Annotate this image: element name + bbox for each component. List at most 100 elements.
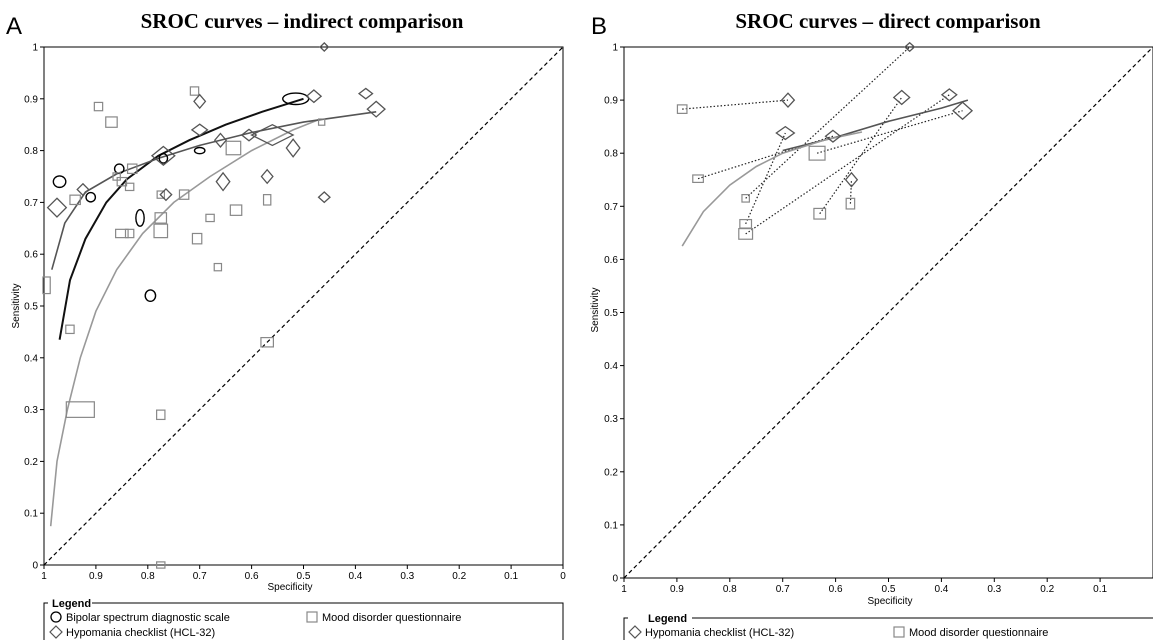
panel-b-legend-label-hcl32: Hypomania checklist (HCL-32) [645,627,794,639]
panel-a-legend-title: Legend [52,598,91,610]
panel-b-x-axis-label: Specificity [867,596,912,607]
study-marker-diamond [892,89,911,106]
y-tick-label: 0.1 [24,509,38,520]
y-tick-label: 0.5 [604,308,618,319]
study-marker-square [156,409,166,421]
panel-a-y-ticks: 0 0.1 0.2 0.3 0.4 0.5 0.6 0.7 0.8 0.9 1 [24,43,44,572]
study-marker-diamond [193,93,207,110]
panel-a-legend-label-hcl32: Hypomania checklist (HCL-32) [66,627,215,639]
sroc-curve-diamond [782,99,969,152]
legend-square-icon [306,611,318,623]
y-tick-label: 0 [612,574,618,585]
study-marker-square [93,101,104,112]
study-marker-diamond [215,171,231,192]
legend-circle-icon [50,611,62,623]
study-marker-diamond [285,138,301,158]
panel-b-chance-diagonal [623,46,1153,579]
study-marker-square [317,118,326,126]
study-marker-square [156,190,166,199]
study-marker-square [808,145,826,161]
panel-b-legend-label-mdq: Mood disorder questionnaire [909,627,1048,639]
paired-study-link [745,132,786,225]
x-tick-label: 1 [41,571,47,582]
paired-study-link [697,135,834,180]
study-marker-diamond [213,132,228,148]
study-marker-square [124,228,135,239]
study-marker-diamond [240,128,258,142]
study-marker-circle [135,208,145,227]
study-marker-square [813,207,827,220]
study-marker-square [115,228,129,239]
study-marker-square [225,140,242,156]
x-tick-label: 0.4 [348,571,362,582]
study-marker-diamond [150,145,176,166]
study-marker-diamond [190,123,209,137]
y-tick-label: 0.9 [24,94,38,105]
legend-diamond-icon [628,625,642,639]
study-marker-diamond [940,88,958,102]
x-tick-label: 0.1 [1093,584,1107,595]
study-marker-diamond [844,171,859,188]
sroc-curve-diamond [51,111,377,270]
y-tick-label: 0.7 [24,198,38,209]
study-marker-square [213,262,223,272]
y-tick-label: 0.2 [604,467,618,478]
study-marker-square [116,176,128,187]
panel-b-title: SROC curves – direct comparison [735,9,1041,33]
study-marker-square [105,116,118,128]
panel-b-paired-links [682,46,963,235]
x-tick-label: 0.2 [1040,584,1054,595]
y-tick-label: 0.7 [604,202,618,213]
study-marker-square [153,223,169,239]
study-marker-square [676,104,688,114]
x-tick-label: 0.7 [776,584,790,595]
panel-a-chance-diagonal [43,46,564,566]
study-marker-square [65,324,75,335]
panel-b-legend: Legend Hypomania checklist (HCL-32) Mood… [623,613,1153,640]
x-tick-label: 0.3 [987,584,1001,595]
y-tick-label: 0.4 [24,353,38,364]
panel-b-sroc-curves [681,99,969,247]
study-marker-square [69,194,81,206]
panel-a-letter: A [6,13,22,40]
panel-b: B SROC curves – direct comparison 1 0.9 0.… [590,9,1153,640]
panel-a-sroc-curves [49,97,377,527]
x-tick-label: 0 [560,571,566,582]
study-marker-diamond [824,129,842,143]
paired-study-link [682,99,789,110]
legend-square-icon [893,626,905,638]
x-tick-label: 0.9 [89,571,103,582]
panel-b-y-ticks: 0 0.1 0.2 0.3 0.4 0.5 0.6 0.7 0.8 0.9 1 [604,43,624,585]
x-tick-label: 0.5 [297,571,311,582]
study-marker-diamond [317,191,331,204]
panel-b-x-ticks: 1 0.9 0.8 0.7 0.6 0.5 0.4 0.3 0.2 0.1 [621,578,1107,595]
paired-study-link [745,46,911,199]
study-marker-diamond [952,101,974,121]
sroc-curve-square [681,131,863,247]
study-marker-square [741,194,750,203]
study-marker-diamond [775,125,796,141]
study-marker-circle [52,175,67,189]
study-marker-circle [113,163,125,175]
legend-diamond-icon [49,625,63,639]
y-tick-label: 0.8 [604,149,618,160]
study-marker-square [229,204,243,216]
x-tick-label: 0.7 [193,571,207,582]
y-tick-label: 0 [32,561,38,572]
study-marker-diamond [46,197,68,218]
y-tick-label: 1 [612,43,618,54]
y-tick-label: 0.4 [604,361,618,372]
study-marker-circle [193,146,206,155]
panel-a-legend-frame [43,602,564,640]
sroc-curve-circle [58,97,304,340]
study-marker-square [154,212,168,224]
study-marker-diamond [260,168,274,185]
paired-study-link [819,97,903,215]
study-marker-square [178,189,190,200]
study-marker-circle [144,289,157,303]
y-tick-label: 0.6 [604,255,618,266]
study-marker-square [124,182,135,192]
y-tick-label: 0.9 [604,96,618,107]
paired-study-link [745,94,950,235]
x-tick-label: 0.6 [245,571,259,582]
